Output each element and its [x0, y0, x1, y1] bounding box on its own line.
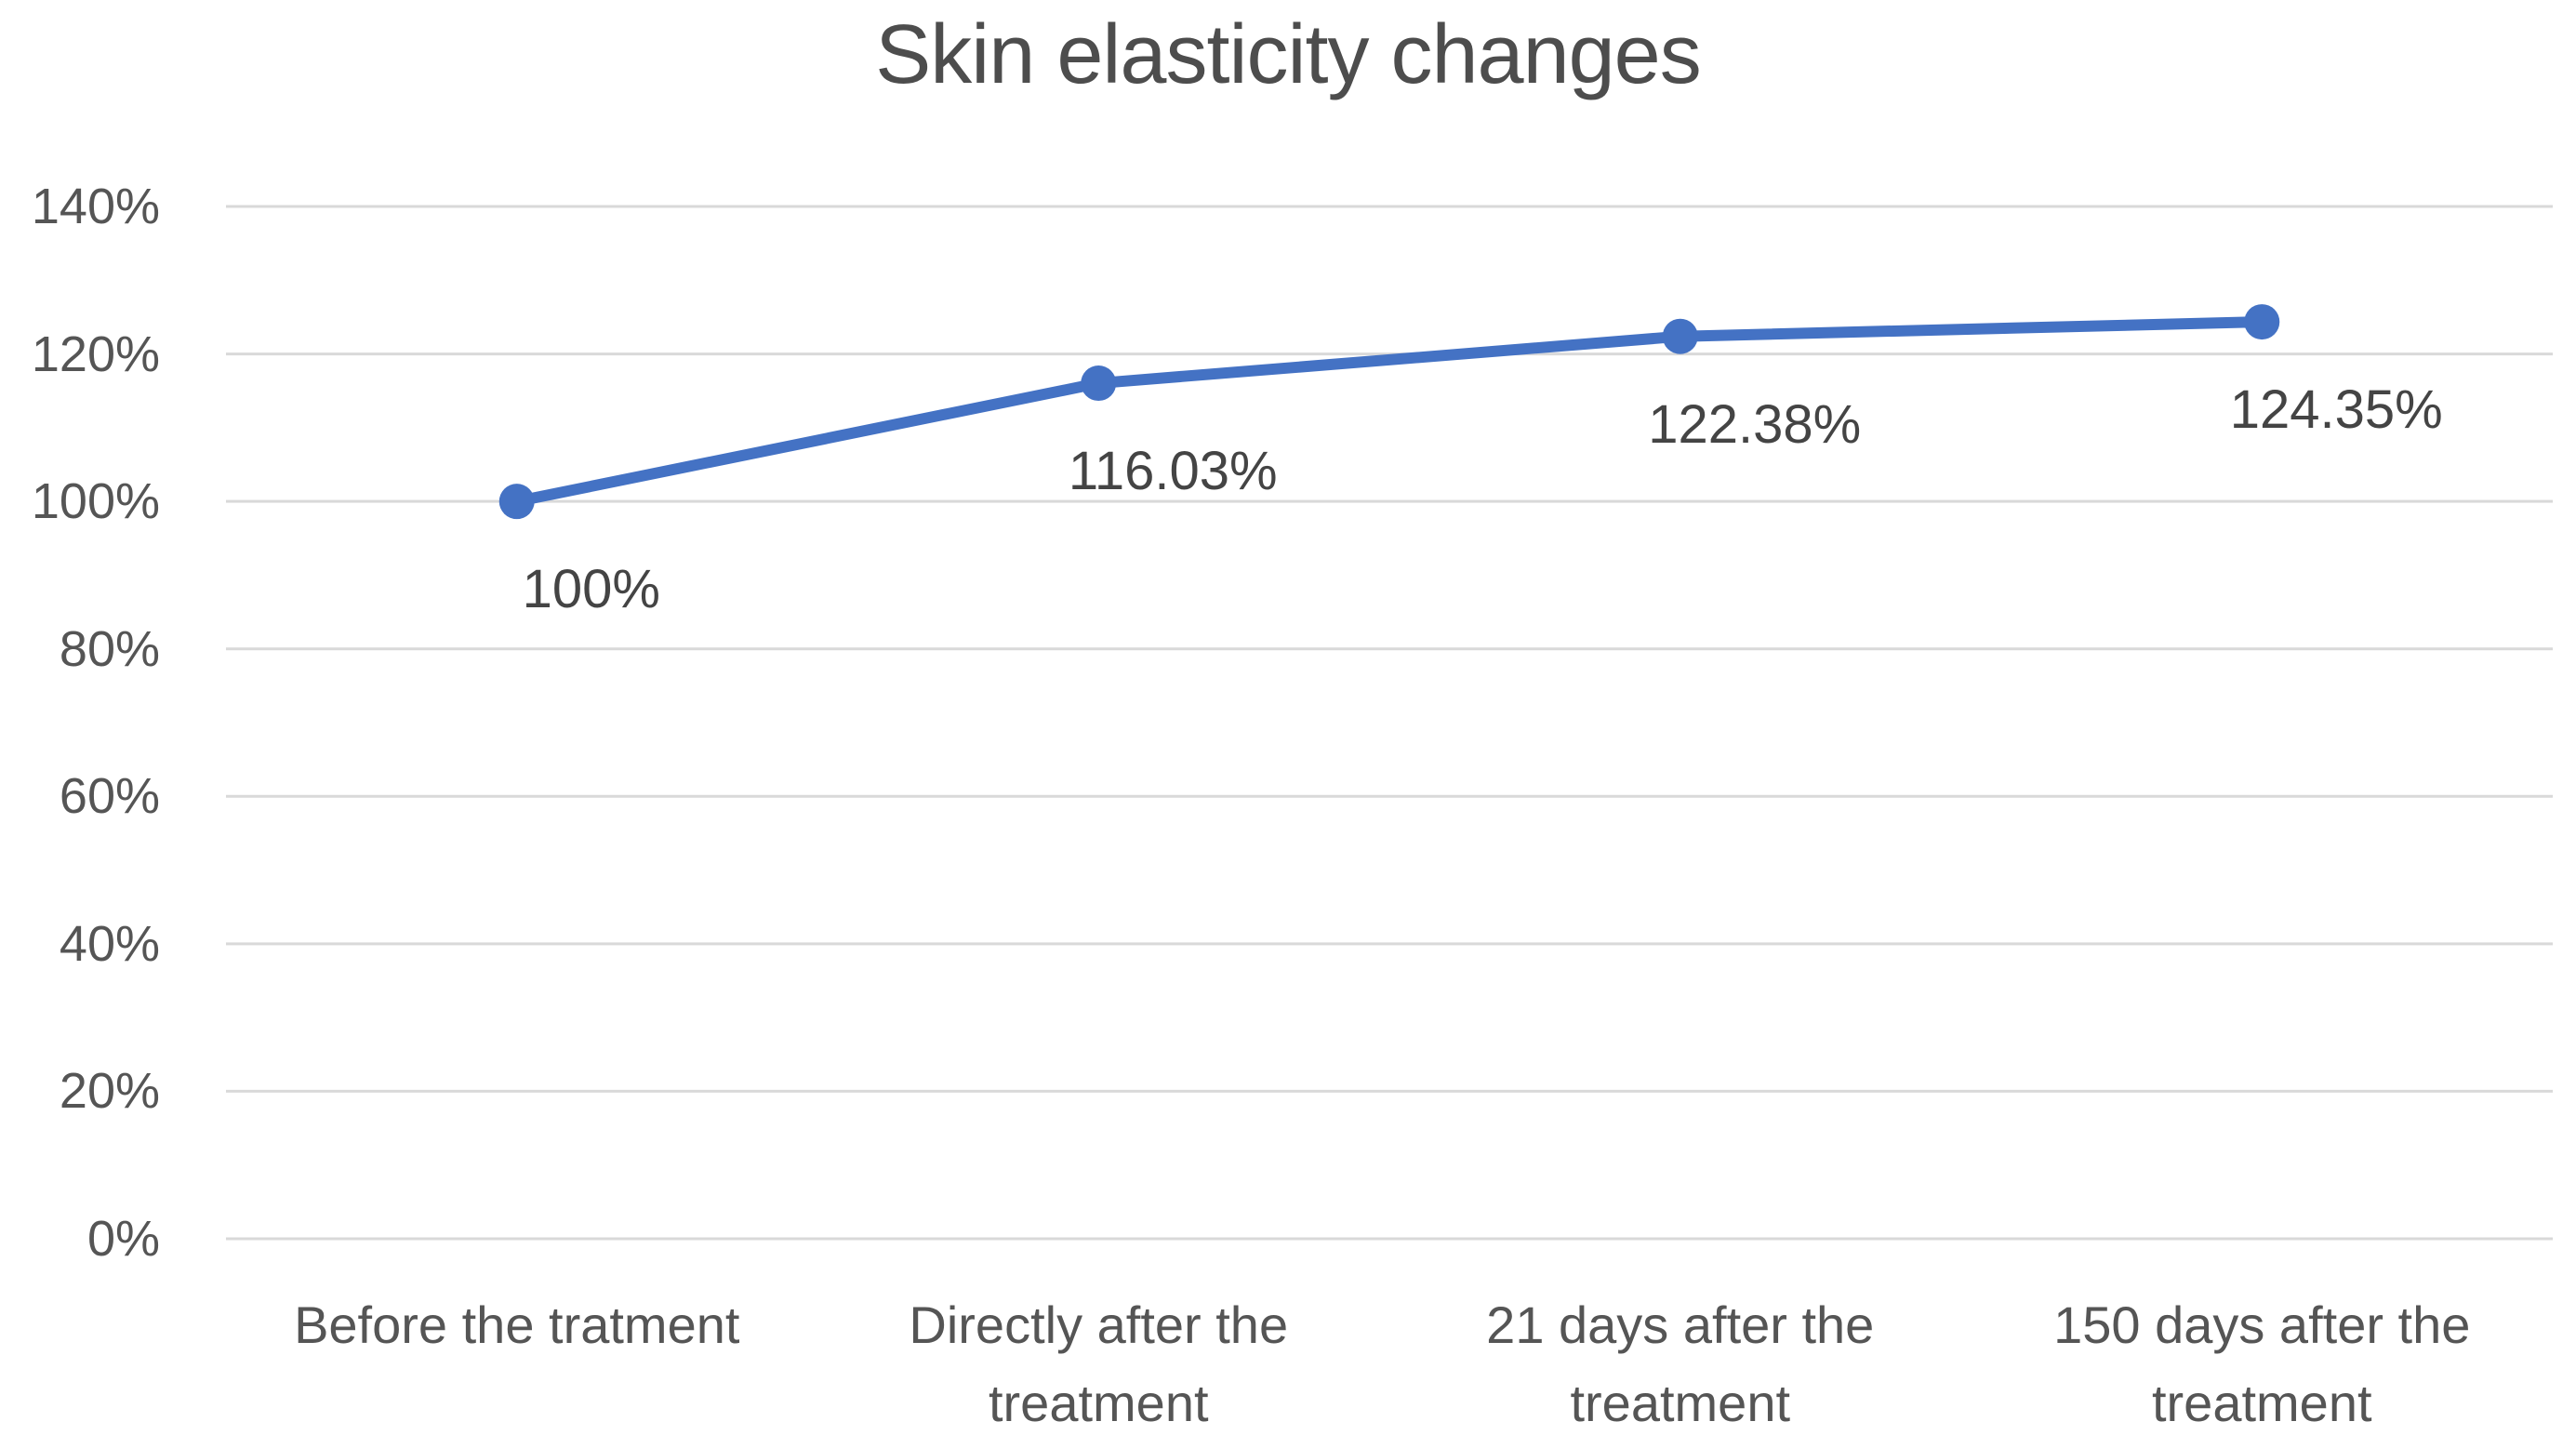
data-point-label: 100% — [522, 559, 660, 620]
data-point-label: 124.35% — [2229, 379, 2443, 441]
y-tick-label: 100% — [31, 473, 160, 530]
data-point-marker — [1662, 318, 1698, 354]
y-tick-label: 20% — [59, 1063, 160, 1120]
y-tick-label: 0% — [86, 1211, 160, 1267]
y-tick-label: 40% — [59, 915, 160, 972]
x-category-label: 21 days after the treatment — [1486, 1295, 1875, 1432]
data-point-label: 122.38% — [1648, 393, 1862, 455]
y-tick-label: 140% — [31, 179, 160, 234]
series-line — [511, 316, 2268, 508]
data-point-label: 116.03% — [1068, 441, 1278, 502]
x-category-label: Before the tratment — [294, 1295, 740, 1354]
x-category-label: Directly after the treatment — [909, 1295, 1289, 1432]
data-point-marker — [1081, 365, 1117, 402]
y-tick-label: 120% — [31, 325, 160, 382]
data-point-marker — [498, 484, 535, 520]
chart-title: Skin elasticity changes — [875, 8, 1701, 101]
x-category-label: 150 days after the treatment — [2053, 1295, 2471, 1432]
y-tick-label: 60% — [59, 768, 160, 825]
data-point-marker — [2244, 304, 2280, 340]
y-tick-label: 80% — [59, 620, 160, 677]
